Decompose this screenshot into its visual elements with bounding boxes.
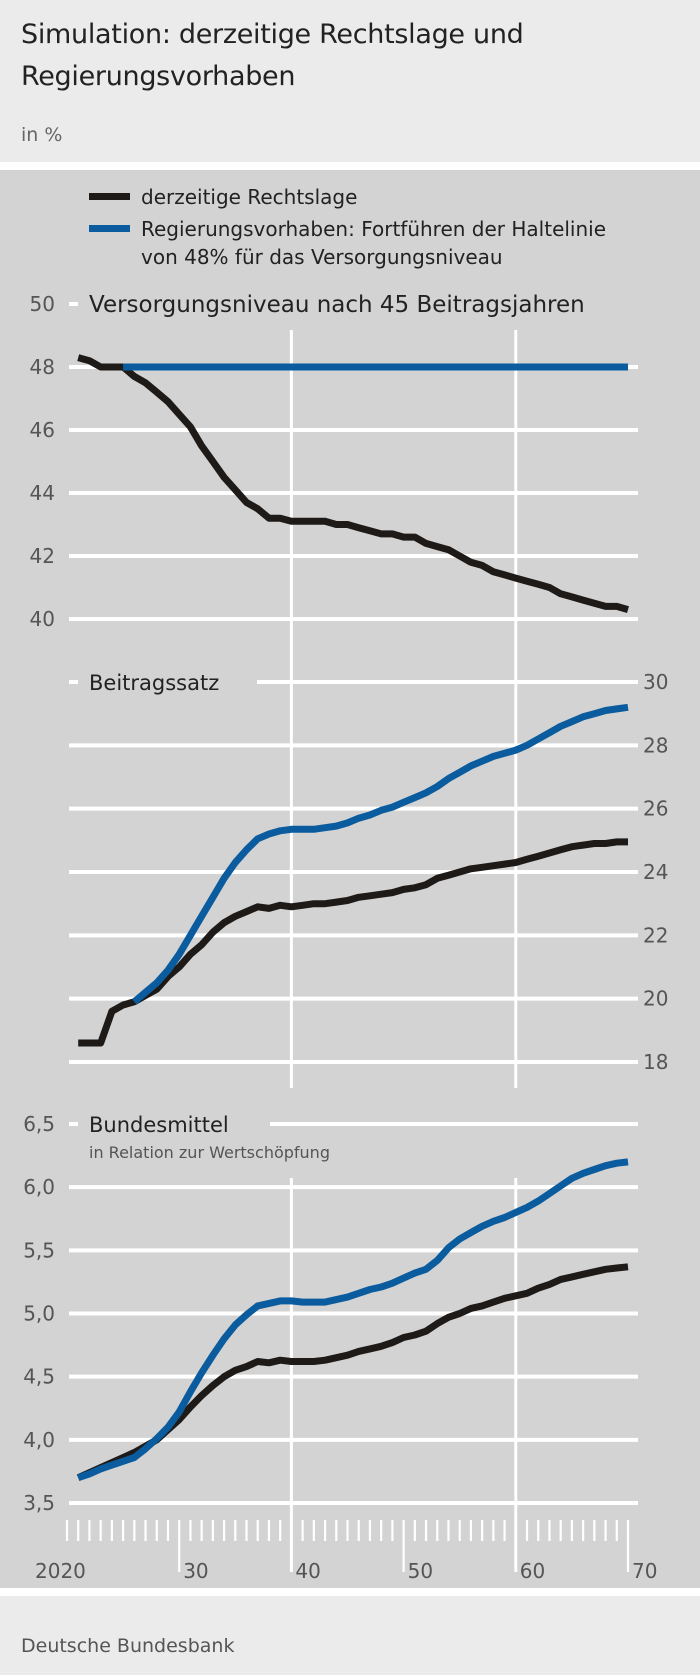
y-tick-label: 4,0 [23,1428,55,1452]
y-tick-label: 30 [643,670,668,694]
legend-label-black: derzeitige Rechtslage [141,185,357,209]
legend-swatch-black [89,193,130,200]
series-regierungsvorhaben-panel-2 [132,703,629,1005]
unit-label: in % [21,124,63,146]
y-tick-label: 4,5 [23,1365,55,1389]
y-tick-label: 46 [30,418,55,442]
legend-swatch-blue [89,225,130,232]
y-tick-label: 48 [30,355,55,379]
header: Simulation: derzeitige Rechtslage und Re… [0,0,700,162]
y-tick-label: 22 [643,923,668,947]
series-derzeitige-rechtslage-panel-1 [77,354,629,613]
divider [0,162,700,170]
source-label: Deutsche Bundesbank [21,1635,235,1657]
y-tick-label: 24 [643,860,668,884]
x-tick-label: 30 [183,1559,208,1583]
panel-title-versorgungsniveau: Versorgungsniveau nach 45 Beitragsjahren [89,292,585,318]
legend: derzeitige Rechtslage Regierungsvorhaben… [89,185,606,269]
y-tick-label: 42 [30,544,55,568]
x-tick-label: 70 [632,1559,657,1583]
y-tick-label: 18 [643,1050,668,1074]
series-derzeitige-rechtslage-panel-2 [78,838,628,1047]
y-tick-label: 50 [30,292,55,316]
x-tick-label: 2020 [35,1559,86,1583]
y-tick-label: 44 [30,481,55,505]
panel-title-beitragssatz: Beitragssatz [89,671,219,695]
y-tick-label: 3,5 [23,1491,55,1515]
x-tick-label: 40 [295,1559,320,1583]
divider [0,1588,700,1596]
x-tick-label: 60 [520,1559,545,1583]
legend-label-blue-line2: von 48% für das Versorgungsniveau [141,245,503,269]
series-regierungsvorhaben-panel-3 [77,1158,629,1482]
y-tick-label: 6,0 [23,1175,55,1199]
panel-subtitle-bundesmittel: in Relation zur Wertschöpfung [89,1143,330,1162]
chart-title: Simulation: derzeitige Rechtslage und Re… [21,19,524,92]
y-tick-label: 26 [643,797,668,821]
panel-title-bundesmittel: Bundesmittel [89,1113,229,1137]
y-tick-label: 20 [643,987,668,1011]
y-tick-label: 40 [30,607,55,631]
legend-label-blue-line1: Regierungsvorhaben: Fortführen der Halte… [141,217,606,241]
x-tick-label: 50 [408,1559,433,1583]
y-tick-label: 5,5 [23,1238,55,1262]
y-tick-label: 5,0 [23,1302,55,1326]
y-tick-label: 6,5 [23,1112,55,1136]
y-tick-label: 28 [643,733,668,757]
